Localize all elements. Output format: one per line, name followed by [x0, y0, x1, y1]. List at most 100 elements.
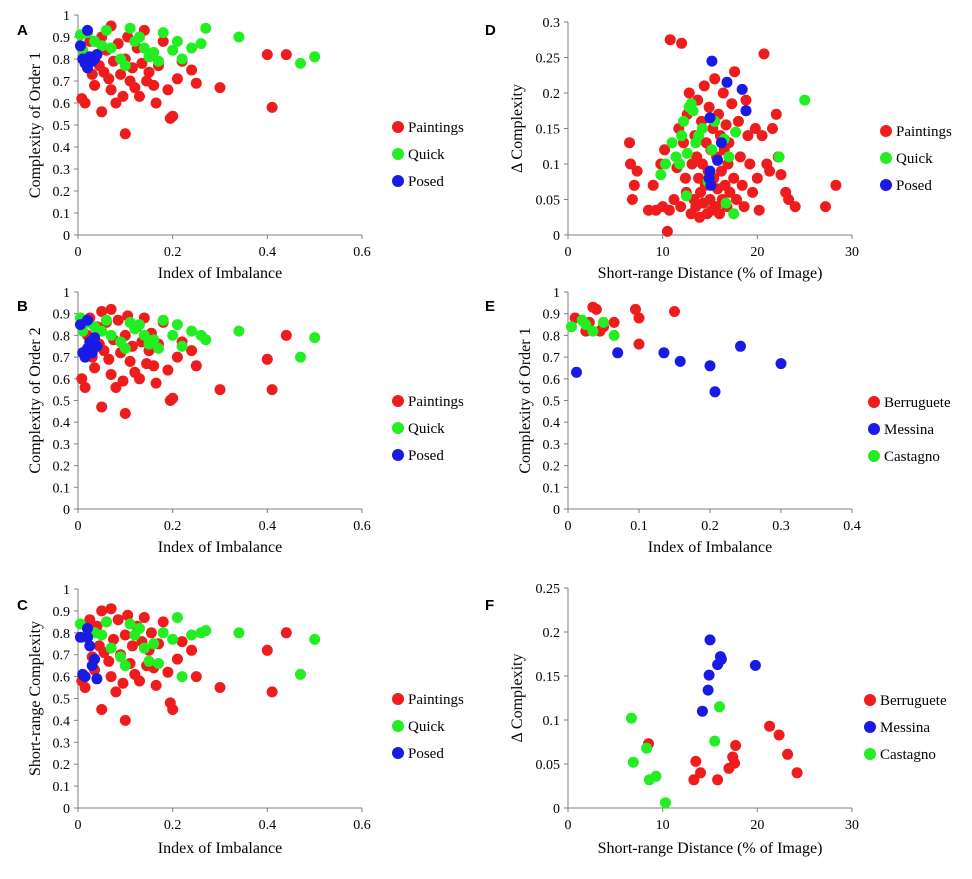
- legend-label-posed: Posed: [408, 746, 444, 762]
- x-tick-label: 20: [750, 818, 764, 833]
- data-point-paintings: [625, 158, 636, 170]
- y-axis-title: Complexity of Order 1: [27, 52, 44, 198]
- data-point-berruguete: [773, 729, 785, 741]
- data-point-berruguete: [669, 306, 680, 317]
- data-point-posed: [721, 76, 733, 88]
- data-point-quick: [115, 651, 127, 663]
- panel-c: C 0 0.1 0.2 0.3 0.4 0.5 0.6 0.7 0.8 0.9 1 0 0.2 0.4 0.6…: [17, 583, 464, 857]
- data-point-berruguete: [730, 740, 742, 751]
- y-tick-label: 1: [63, 9, 70, 24]
- data-point-quick: [134, 319, 145, 331]
- data-point-paintings: [150, 679, 162, 691]
- data-point-paintings: [214, 82, 226, 94]
- y-tick-label: 0.2: [53, 460, 71, 475]
- data-point-quick: [681, 147, 693, 159]
- legend-label-paintings: Paintings: [896, 124, 952, 140]
- y-tick-label: 0.05: [536, 194, 561, 209]
- data-point-paintings: [117, 375, 129, 387]
- data-point-paintings: [261, 353, 273, 365]
- data-point-paintings: [186, 64, 198, 76]
- legend-label-quick: Quick: [408, 147, 445, 163]
- data-point-paintings: [108, 633, 119, 645]
- legend: Paintings Quick Posed: [392, 692, 464, 762]
- x-tick-label: 0.2: [701, 519, 719, 534]
- legend-label-berruguete: Berruguete: [884, 395, 951, 411]
- y-tick-label: 0.4: [543, 416, 561, 431]
- data-point-paintings: [96, 605, 108, 617]
- legend-label-castagno: Castagno: [880, 747, 936, 763]
- x-tick-label: 0.2: [164, 818, 182, 833]
- data-point-paintings: [266, 384, 278, 396]
- y-tick-label: 0.25: [536, 52, 561, 67]
- data-point-quick: [176, 340, 188, 352]
- data-point-quick: [157, 27, 169, 39]
- data-point-berruguete: [590, 303, 602, 315]
- data-point-paintings: [736, 179, 748, 191]
- legend-marker-castagno: [864, 748, 876, 760]
- data-point-messina: [704, 634, 716, 646]
- x-axis-title: Short-range Distance (% of Image): [598, 265, 823, 282]
- data-point-quick: [200, 334, 212, 346]
- y-tick-label: 0.5: [53, 119, 71, 134]
- data-point-quick: [148, 46, 160, 58]
- data-point-paintings: [675, 201, 687, 213]
- y-tick-label: 0.2: [53, 758, 71, 773]
- data-point-castagno: [598, 316, 609, 328]
- y-tick-label: 0.8: [53, 627, 71, 642]
- data-point-posed: [715, 137, 727, 149]
- data-point-quick: [655, 169, 667, 181]
- data-point-paintings: [679, 172, 691, 184]
- data-point-quick: [706, 144, 718, 156]
- series-messina: [696, 634, 761, 717]
- data-point-quick: [134, 622, 145, 634]
- x-tick-label: 0: [75, 519, 82, 534]
- x-tick-label: 10: [656, 818, 670, 833]
- x-axis-title: Index of Imbalance: [648, 539, 772, 556]
- data-point-paintings: [647, 179, 659, 191]
- panel-letter: F: [485, 597, 494, 614]
- data-point-paintings: [280, 49, 292, 61]
- data-point-paintings: [103, 353, 115, 365]
- y-tick-label: 0: [553, 802, 560, 817]
- data-point-posed: [82, 24, 93, 36]
- x-tick-label: 0.6: [353, 818, 371, 833]
- data-point-messina: [703, 669, 715, 681]
- data-point-messina: [571, 366, 582, 378]
- data-point-posed: [705, 179, 717, 191]
- y-tick-label: 0: [553, 229, 560, 244]
- panel-f: F 0 0.05 0.1 0.15 0.2 0.25 0 10 20 30 Short-range D…: [485, 582, 947, 857]
- data-point-quick: [728, 208, 740, 220]
- series-quick: [655, 94, 811, 220]
- data-point-paintings: [775, 169, 787, 181]
- y-axis-title: Short-range Complexity: [27, 621, 44, 776]
- legend: Paintings Quick Posed: [392, 394, 464, 464]
- data-point-quick: [200, 22, 212, 34]
- legend-label-posed: Posed: [896, 178, 932, 194]
- data-point-paintings: [148, 360, 160, 372]
- data-point-paintings: [157, 616, 169, 628]
- data-point-paintings: [714, 208, 725, 220]
- legend-marker-paintings: [392, 395, 404, 407]
- legend: Paintings Quick Posed: [392, 120, 464, 190]
- data-point-paintings: [117, 677, 129, 689]
- data-point-paintings: [117, 90, 129, 102]
- x-axis-title: Index of Imbalance: [158, 265, 282, 282]
- y-tick-label: 0.3: [53, 163, 71, 178]
- series-posed: [703, 55, 752, 191]
- series-castagno: [625, 701, 725, 809]
- data-point-quick: [186, 629, 198, 641]
- data-point-paintings: [89, 362, 101, 374]
- data-point-berruguete: [791, 767, 803, 779]
- y-tick-label: 0.3: [543, 16, 561, 31]
- data-point-paintings: [126, 640, 138, 652]
- data-point-paintings: [683, 87, 695, 99]
- y-tick-label: 0.15: [536, 123, 561, 138]
- data-point-paintings: [103, 655, 115, 667]
- data-point-paintings: [119, 714, 131, 726]
- data-point-messina: [749, 659, 761, 671]
- data-point-messina: [612, 347, 624, 359]
- data-point-berruguete: [712, 774, 724, 786]
- data-point-paintings: [624, 137, 635, 149]
- data-point-paintings: [661, 225, 673, 237]
- data-point-paintings: [186, 345, 198, 357]
